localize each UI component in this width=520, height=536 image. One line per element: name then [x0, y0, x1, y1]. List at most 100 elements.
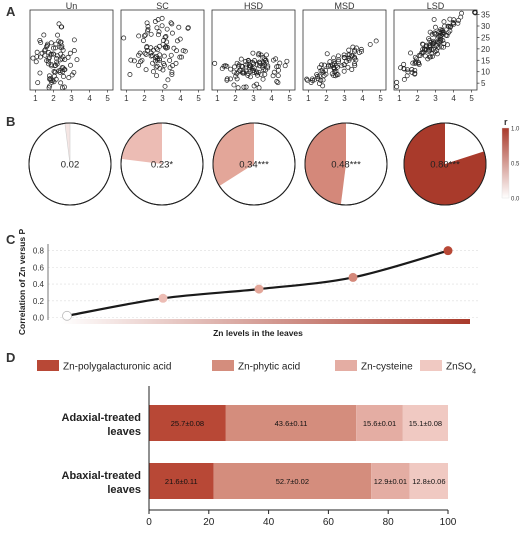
scatter-point — [163, 45, 169, 51]
y-tick-label: 0.6 — [33, 263, 45, 272]
scatter-point — [165, 77, 171, 83]
data-point — [254, 284, 264, 294]
scatter-point — [352, 47, 358, 53]
scatter-point — [221, 63, 227, 69]
scatter-point — [159, 15, 165, 21]
scatter-point — [150, 60, 156, 66]
colorbar-tick-label: 0.5 — [511, 162, 520, 168]
scatter-point — [427, 46, 433, 52]
scatter-point — [51, 79, 57, 85]
scatter-point — [59, 45, 65, 51]
scatter-point — [349, 67, 355, 72]
pie-label: 0.02 — [61, 160, 80, 171]
scatter-point — [174, 48, 179, 54]
x-tick-label: 4 — [87, 94, 92, 103]
scatter-point — [318, 77, 324, 83]
scatter-point — [182, 48, 188, 54]
scatter-point — [422, 46, 428, 52]
legend-swatch — [37, 360, 59, 371]
scatter-point — [456, 17, 461, 23]
scatter-point — [127, 72, 133, 77]
scatter-point — [136, 52, 142, 58]
facet-title: HSD — [244, 1, 264, 11]
scatter-point — [329, 71, 335, 77]
facet-title: SC — [156, 1, 169, 11]
scatter-point — [401, 66, 407, 71]
bar-segment — [371, 463, 410, 499]
x-tick-label: 4 — [451, 94, 456, 103]
scatter-point — [311, 77, 317, 83]
line-panel: 0.0 0.2 0.4 0.6 0.8 Correlation of Zn versus … — [17, 229, 478, 338]
scatter-point — [264, 52, 269, 58]
facet-title: Un — [66, 1, 78, 11]
scatter-point — [212, 60, 218, 66]
scatter-point — [157, 66, 163, 72]
scatter-point — [245, 72, 251, 78]
scatter-point — [62, 84, 67, 90]
scatter-point — [247, 65, 252, 71]
scatter-point — [401, 76, 407, 82]
scatter-point — [275, 73, 281, 79]
scatter-point — [71, 69, 77, 75]
scatter-point — [157, 43, 162, 49]
scatter-point — [57, 69, 63, 75]
scatter-point — [432, 31, 438, 37]
scatter-point — [42, 48, 47, 54]
scatter-point — [346, 56, 352, 62]
scatter-point — [65, 54, 71, 60]
x-tick-label: 2 — [142, 94, 147, 103]
scatter-point — [128, 57, 134, 63]
scatter-point — [335, 72, 341, 78]
scatter-point — [260, 65, 266, 71]
scatter-point — [149, 53, 155, 58]
scatter-point — [55, 32, 61, 38]
scatter-point — [144, 20, 150, 26]
scatter-point — [157, 52, 163, 58]
bar-label: 15.6±0.01 — [363, 419, 396, 428]
bar-segment — [225, 405, 357, 441]
x-tick-label: 3 — [342, 94, 347, 103]
scatter-point — [56, 21, 62, 27]
scatter-point — [438, 44, 444, 50]
scatter-point — [341, 62, 347, 68]
y-axis-title: Correlation of Zn versus P — [17, 229, 27, 336]
scatter-point — [435, 35, 441, 41]
pie-outline — [403, 122, 487, 206]
panel-letter-c: C — [6, 232, 16, 247]
scatter-point — [163, 34, 169, 39]
y-tick-label: 5 — [481, 79, 486, 88]
pie-outline — [120, 122, 204, 206]
legend-label: Zn-polygalacturonic acid — [63, 362, 171, 373]
scatter-point — [404, 73, 410, 79]
scatter-point — [316, 81, 322, 86]
scatter-point — [67, 50, 73, 56]
scatter-point — [459, 10, 465, 16]
scatter-point — [37, 70, 43, 76]
scatter-point — [121, 35, 127, 41]
scatter-point — [394, 79, 400, 85]
data-point — [62, 310, 72, 321]
scatter-point — [41, 32, 47, 38]
x-tick-label: 3 — [251, 94, 256, 103]
scatter-point — [429, 31, 435, 37]
scatter-point — [412, 54, 418, 60]
bar-label: 52.7±0.02 — [276, 477, 309, 486]
scatter-point — [46, 50, 52, 55]
scatter-point — [423, 44, 429, 49]
legend-swatch — [212, 360, 234, 371]
x-tick-label: 60 — [323, 517, 335, 528]
scatter-point — [316, 73, 322, 79]
scatter-point — [156, 32, 161, 38]
pie-outline — [28, 122, 112, 206]
x-tick-label: 3 — [160, 94, 165, 103]
scatter-point — [434, 51, 440, 57]
scatter-point — [330, 61, 336, 67]
x-tick-label: 0 — [146, 517, 152, 528]
scatter-point — [422, 53, 428, 59]
bar-segment — [149, 463, 214, 499]
scatter-point — [164, 26, 170, 32]
pie-label: 0.23* — [151, 160, 173, 171]
scatter-point — [331, 66, 337, 71]
scatter-point — [455, 20, 461, 26]
